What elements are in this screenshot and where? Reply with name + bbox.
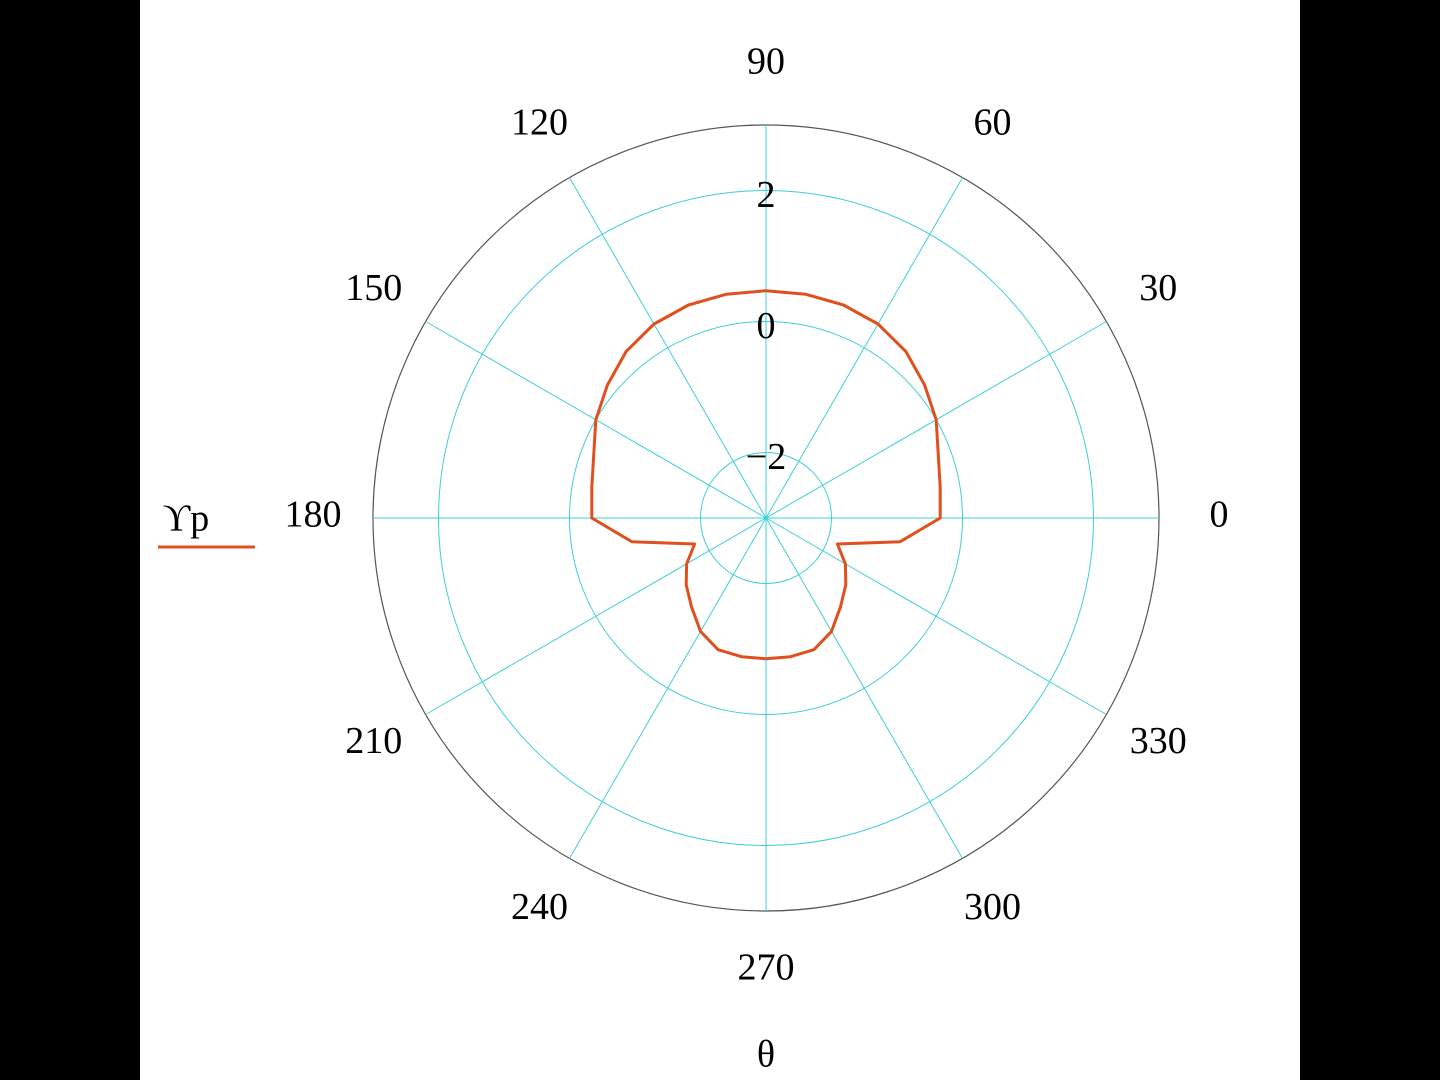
angle-tick-label: 30 [1139,267,1177,309]
angle-tick-label: 330 [1130,720,1187,762]
angle-tick-label: 270 [738,947,795,989]
plot-background [140,0,1300,1080]
angle-tick-label: 300 [964,886,1021,928]
angle-tick-label: 240 [511,886,568,928]
angle-tick-label: 120 [511,101,568,143]
radial-tick-label: 2 [757,174,776,216]
angle-tick-label: 150 [345,267,402,309]
grid-ring [700,452,832,584]
grid-ring [438,190,1094,846]
grid-ring [569,321,963,715]
series-line [590,289,942,661]
angle-tick-label: 60 [974,101,1012,143]
angle-tick-label: 90 [747,41,785,83]
angle-tick-label: 180 [285,494,342,536]
radial-tick-label: 0 [757,305,776,347]
x-axis-label: θ [757,1034,775,1076]
radial-tick-label: −2 [746,436,786,478]
angle-tick-label: 0 [1210,494,1229,536]
angle-tick-label: 210 [345,720,402,762]
legend-label: ϒp [163,498,209,540]
